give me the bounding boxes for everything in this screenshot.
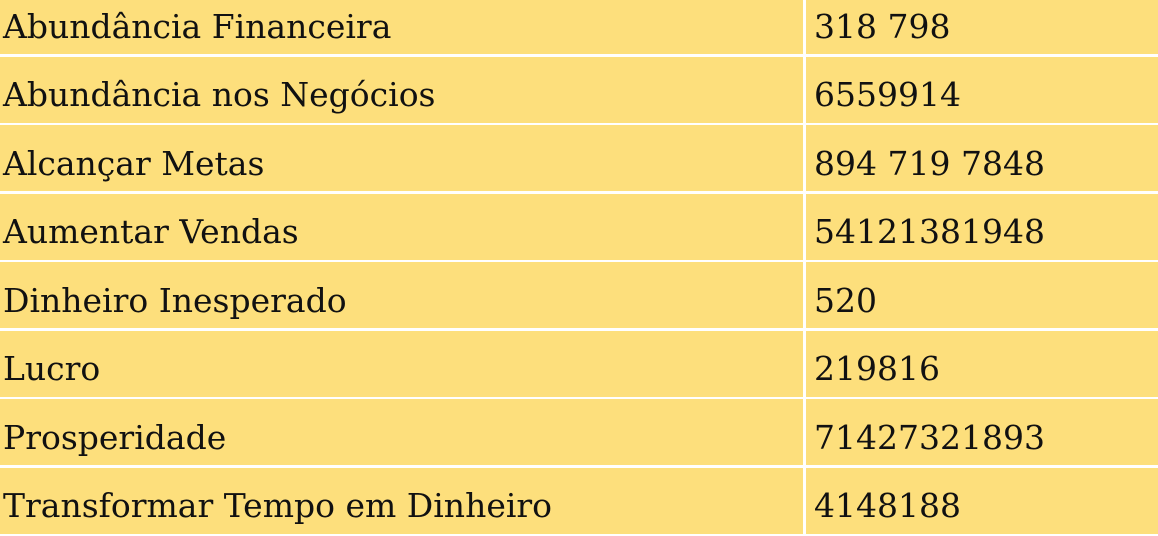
row-value: 71427321893 (806, 399, 1158, 465)
row-label: Transformar Tempo em Dinheiro (0, 467, 803, 534)
table-row: Dinheiro Inesperado 520 (0, 262, 1158, 328)
row-label: Alcançar Metas (0, 125, 803, 191)
table-row: Alcançar Metas 894 719 7848 (0, 125, 1158, 191)
row-value: 219816 (806, 330, 1158, 397)
row-value: 318 798 (806, 0, 1158, 54)
row-value: 54121381948 (806, 193, 1158, 260)
table-row: Abundância Financeira 318 798 (0, 0, 1158, 54)
row-label: Abundância nos Negócios (0, 56, 803, 123)
table-row: Transformar Tempo em Dinheiro 4148188 (0, 467, 1158, 534)
row-value: 4148188 (806, 467, 1158, 534)
table-row: Aumentar Vendas 54121381948 (0, 193, 1158, 260)
row-value: 520 (806, 262, 1158, 328)
table-row: Lucro 219816 (0, 330, 1158, 397)
table-row: Abundância nos Negócios 6559914 (0, 56, 1158, 123)
row-label: Lucro (0, 330, 803, 397)
row-value: 894 719 7848 (806, 125, 1158, 191)
row-label: Aumentar Vendas (0, 193, 803, 260)
row-label: Abundância Financeira (0, 0, 803, 54)
row-label: Prosperidade (0, 399, 803, 465)
row-value: 6559914 (806, 56, 1158, 123)
row-label: Dinheiro Inesperado (0, 262, 803, 328)
table-row: Prosperidade 71427321893 (0, 399, 1158, 465)
